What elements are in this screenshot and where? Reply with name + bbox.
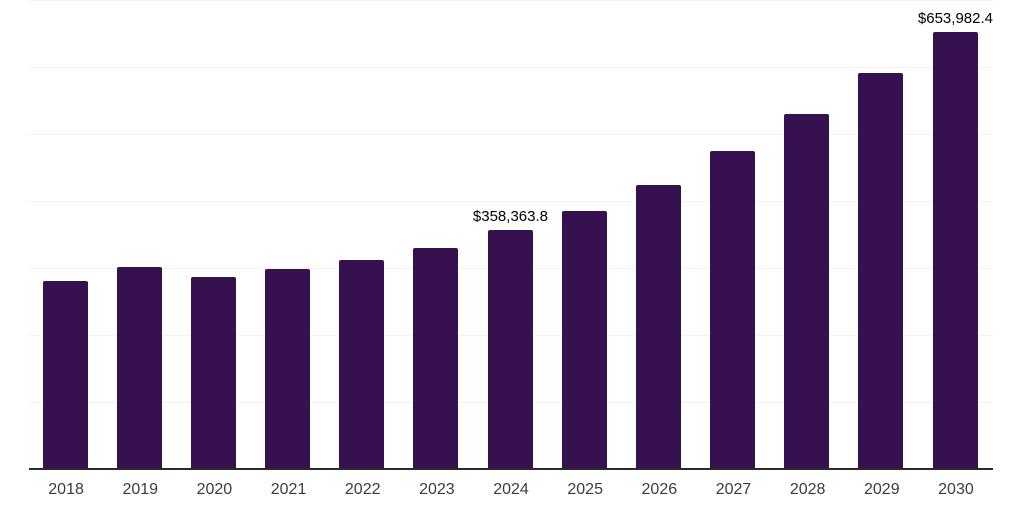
bar-slot-2027 xyxy=(696,0,770,470)
gridline xyxy=(29,67,993,68)
bar-slot-2020 xyxy=(177,0,251,470)
gridline xyxy=(29,201,993,202)
bar-2018 xyxy=(43,281,89,470)
bar-2025 xyxy=(562,211,608,470)
bar-2029 xyxy=(858,73,904,470)
x-axis: 2018 2019 2020 2021 2022 2023 2024 2025 2026 2027… xyxy=(29,482,993,498)
gridline xyxy=(29,0,993,1)
bar-2021 xyxy=(265,269,311,470)
bar-slot-2029 xyxy=(844,0,918,470)
bar-slot-2028 xyxy=(770,0,844,470)
plot-area: $358,363.8 $653,982.4 xyxy=(29,0,993,470)
bar-slot-2018 xyxy=(29,0,103,470)
x-axis-label-2029: 2029 xyxy=(864,481,900,498)
bar-slot-2030: $653,982.4 xyxy=(918,0,993,470)
x-axis-label-2023: 2023 xyxy=(419,481,455,498)
bar-2027 xyxy=(710,151,756,470)
bar-slot-2019 xyxy=(103,0,177,470)
x-axis-label-2024: 2024 xyxy=(493,481,529,498)
bar-value-label-2024: $358,363.8 xyxy=(472,208,548,225)
bar-slot-2024: $358,363.8 xyxy=(473,0,548,470)
x-axis-label-2021: 2021 xyxy=(270,481,307,498)
bars-container: $358,363.8 $653,982.4 xyxy=(29,0,993,470)
x-axis-label-2020: 2020 xyxy=(196,481,233,498)
bar-2024 xyxy=(487,230,533,470)
bar-slot-2025 xyxy=(548,0,622,470)
bar-2026 xyxy=(636,185,682,470)
bar-slot-2026 xyxy=(622,0,696,470)
x-axis-label-2030: 2030 xyxy=(938,481,974,498)
bar-slot-2021 xyxy=(251,0,325,470)
x-axis-label-2027: 2027 xyxy=(715,481,752,498)
bar-2019 xyxy=(117,267,163,470)
bar-2023 xyxy=(413,248,459,470)
gridline xyxy=(29,134,993,135)
x-axis-label-2019: 2019 xyxy=(122,481,159,498)
x-axis-label-2026: 2026 xyxy=(641,481,678,498)
bar-slot-2023 xyxy=(399,0,473,470)
x-axis-label-2028: 2028 xyxy=(789,481,826,498)
bar-2022 xyxy=(339,260,385,470)
bar-2020 xyxy=(191,277,237,470)
x-axis-line xyxy=(29,468,993,470)
bar-slot-2022 xyxy=(325,0,399,470)
bar-value-label-2030: $653,982.4 xyxy=(917,10,993,27)
bar-2030 xyxy=(932,32,978,470)
bar-2028 xyxy=(784,114,830,470)
x-axis-label-2018: 2018 xyxy=(48,481,84,498)
x-axis-label-2022: 2022 xyxy=(344,481,381,498)
x-axis-label-2025: 2025 xyxy=(567,481,603,498)
